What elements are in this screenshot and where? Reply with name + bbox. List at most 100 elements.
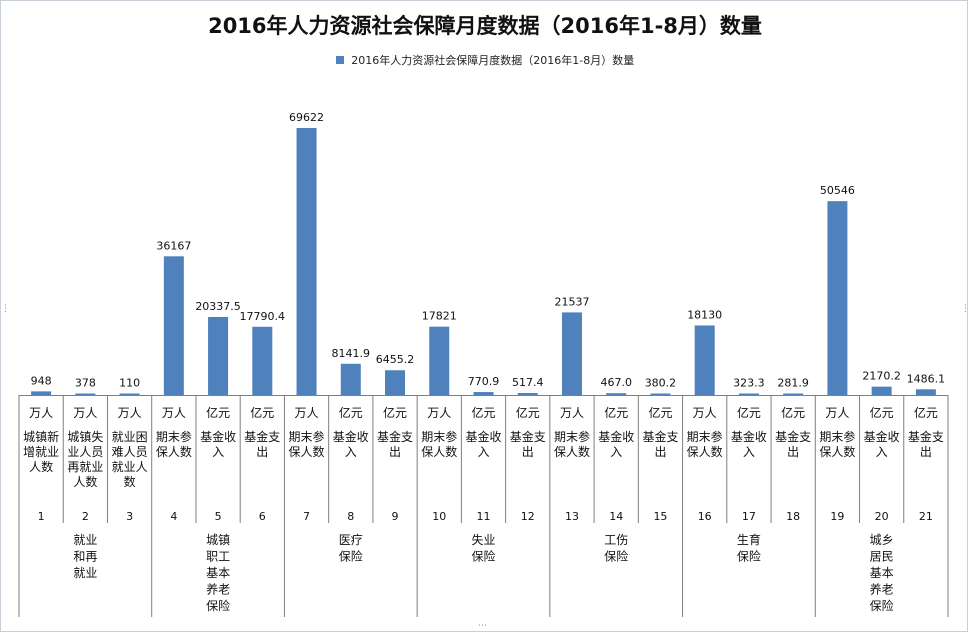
bar-2 bbox=[75, 393, 96, 395]
category-index-8: 8 bbox=[347, 510, 354, 523]
category-label-17-line-1: 基金收 bbox=[731, 429, 767, 444]
category-label-15-line-2: 出 bbox=[654, 445, 666, 459]
group-label-4-line-1: 失业 bbox=[471, 532, 495, 547]
category-index-10: 10 bbox=[432, 510, 446, 523]
chart-legend: 2016年人力资源社会保障月度数据（2016年1-8月）数量 bbox=[0, 52, 970, 68]
category-index-20: 20 bbox=[875, 510, 889, 523]
bar-13 bbox=[561, 312, 582, 395]
category-label-19-line-2: 保人数 bbox=[819, 444, 855, 459]
value-label-11: 770.9 bbox=[468, 375, 500, 388]
group-label-1-line-3: 就业 bbox=[73, 566, 97, 580]
category-label-3-line-3: 就业人 bbox=[112, 460, 148, 474]
category-label-1-line-3: 人数 bbox=[29, 459, 53, 474]
category-label-21-line-1: 基金支 bbox=[908, 429, 944, 444]
category-index-12: 12 bbox=[521, 510, 535, 523]
category-index-11: 11 bbox=[477, 510, 491, 523]
value-label-4: 36167 bbox=[156, 239, 191, 252]
category-unit-8: 亿元 bbox=[339, 405, 363, 420]
category-unit-12: 亿元 bbox=[516, 405, 540, 420]
bar-14 bbox=[606, 393, 627, 395]
category-unit-13: 万人 bbox=[560, 406, 584, 420]
legend-swatch bbox=[335, 56, 344, 64]
value-label-9: 6455.2 bbox=[376, 353, 415, 366]
bar-5 bbox=[208, 317, 229, 395]
value-label-1: 948 bbox=[31, 374, 52, 387]
chart-title: 2016年人力资源社会保障月度数据（2016年1-8月）数量 bbox=[208, 14, 762, 38]
value-label-3: 110 bbox=[119, 377, 140, 390]
category-label-4-line-2: 保人数 bbox=[156, 444, 192, 459]
category-label-7-line-1: 期末参 bbox=[289, 429, 325, 444]
resize-handle-right[interactable]: ⋮ bbox=[961, 304, 970, 314]
bar-1 bbox=[31, 391, 52, 395]
bar-6 bbox=[252, 326, 273, 395]
group-label-2-line-5: 保险 bbox=[206, 598, 230, 613]
category-index-21: 21 bbox=[919, 510, 933, 523]
category-index-7: 7 bbox=[303, 510, 310, 523]
group-label-5-line-2: 保险 bbox=[604, 549, 628, 564]
value-label-18: 281.9 bbox=[777, 377, 809, 390]
category-unit-9: 亿元 bbox=[383, 405, 407, 420]
category-label-2-line-1: 城镇失 bbox=[67, 429, 103, 444]
category-label-14-line-1: 基金收 bbox=[598, 429, 634, 444]
group-label-7-line-4: 养老 bbox=[870, 582, 894, 597]
category-unit-1: 万人 bbox=[29, 406, 53, 420]
group-label-3-line-2: 保险 bbox=[339, 549, 363, 564]
category-unit-17: 亿元 bbox=[737, 405, 761, 420]
bar-18 bbox=[783, 393, 804, 395]
category-label-10-line-2: 保人数 bbox=[421, 444, 457, 459]
value-label-2: 378 bbox=[75, 377, 96, 390]
bar-15 bbox=[650, 393, 671, 395]
bar-16 bbox=[694, 325, 715, 395]
category-unit-4: 万人 bbox=[162, 406, 186, 420]
category-label-7-line-2: 保人数 bbox=[289, 444, 325, 459]
category-label-3-line-4: 数 bbox=[124, 474, 136, 489]
category-label-5-line-2: 入 bbox=[212, 445, 224, 459]
group-label-2-line-1: 城镇 bbox=[206, 533, 230, 547]
category-index-17: 17 bbox=[742, 510, 756, 523]
category-unit-19: 万人 bbox=[825, 406, 849, 420]
bar-12 bbox=[517, 393, 538, 395]
value-label-8: 8141.9 bbox=[332, 347, 371, 360]
value-label-19: 50546 bbox=[820, 184, 855, 197]
category-index-14: 14 bbox=[609, 510, 623, 523]
value-label-12: 517.4 bbox=[512, 376, 544, 389]
category-label-16-line-2: 保人数 bbox=[687, 444, 723, 459]
value-label-21: 1486.1 bbox=[907, 372, 946, 385]
category-label-20-line-2: 入 bbox=[876, 445, 888, 459]
value-label-6: 17790.4 bbox=[240, 310, 286, 323]
category-index-4: 4 bbox=[170, 510, 177, 523]
legend-label: 2016年人力资源社会保障月度数据（2016年1-8月）数量 bbox=[351, 54, 635, 67]
value-label-5: 20337.5 bbox=[195, 300, 241, 313]
category-unit-18: 亿元 bbox=[781, 405, 805, 420]
category-label-1-line-1: 城镇新 bbox=[23, 429, 59, 444]
category-unit-11: 亿元 bbox=[471, 405, 495, 420]
resize-handle-left[interactable]: ⋮ bbox=[1, 304, 10, 314]
group-label-6-line-2: 保险 bbox=[737, 549, 761, 564]
category-unit-10: 万人 bbox=[427, 406, 451, 420]
value-label-14: 467.0 bbox=[600, 376, 632, 389]
value-label-7: 69622 bbox=[289, 111, 324, 124]
bar-8 bbox=[340, 363, 361, 395]
category-unit-6: 亿元 bbox=[250, 405, 274, 420]
category-label-1-line-2: 增就业 bbox=[23, 445, 59, 459]
value-label-20: 2170.2 bbox=[862, 370, 901, 383]
category-label-12-line-1: 基金支 bbox=[510, 429, 546, 444]
bar-10 bbox=[429, 326, 450, 395]
group-label-2-line-3: 基本 bbox=[206, 566, 230, 580]
group-label-6-line-1: 生育 bbox=[737, 532, 761, 547]
group-label-2-line-4: 养老 bbox=[206, 582, 230, 597]
group-label-5-line-1: 工伤 bbox=[604, 533, 628, 547]
resize-handle-bottom[interactable]: ⋯ bbox=[478, 621, 487, 631]
category-index-2: 2 bbox=[82, 510, 89, 523]
bar-9 bbox=[385, 370, 406, 395]
value-label-15: 380.2 bbox=[645, 377, 677, 390]
category-unit-7: 万人 bbox=[295, 406, 319, 420]
category-label-2-line-3: 再就业 bbox=[67, 460, 103, 474]
category-label-5-line-1: 基金收 bbox=[200, 429, 236, 444]
value-label-13: 21537 bbox=[554, 295, 589, 308]
category-label-18-line-1: 基金支 bbox=[775, 429, 811, 444]
category-label-6-line-2: 出 bbox=[256, 445, 268, 459]
category-label-16-line-1: 期末参 bbox=[687, 429, 723, 444]
category-label-11-line-1: 基金收 bbox=[465, 429, 501, 444]
